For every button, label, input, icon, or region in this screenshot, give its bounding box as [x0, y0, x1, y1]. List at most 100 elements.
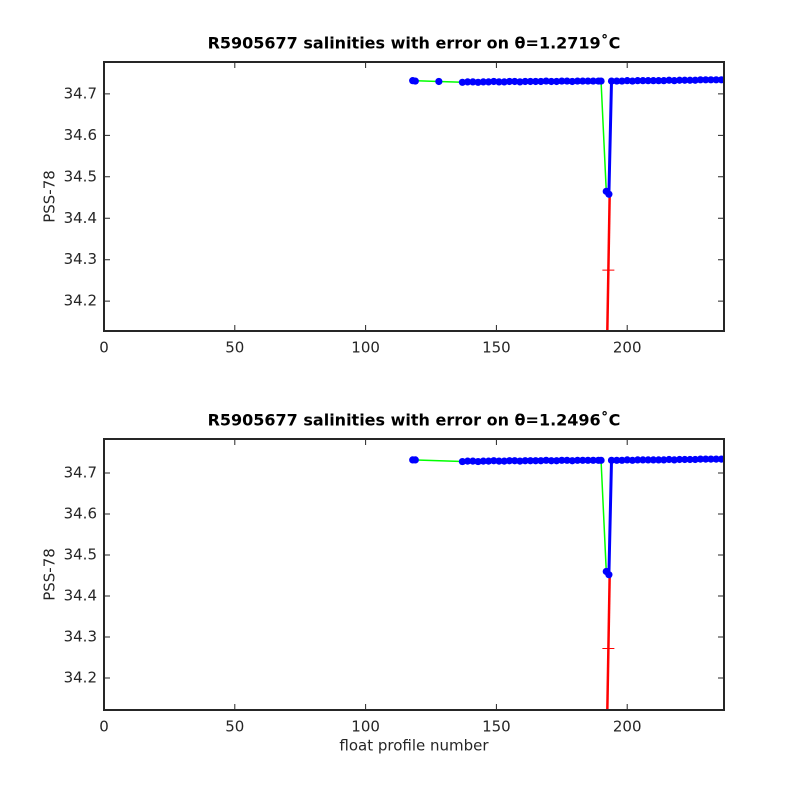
- data-point: [712, 76, 720, 84]
- data-point: [573, 77, 582, 85]
- data-point: [634, 456, 642, 464]
- data-point: [579, 456, 587, 464]
- data-point: [654, 77, 663, 85]
- data-point: [675, 455, 684, 464]
- data-point: [605, 571, 613, 579]
- y-axis-label: PSS-78: [41, 170, 59, 223]
- data-point: [547, 77, 555, 86]
- data-point: [649, 77, 657, 85]
- data-point: [613, 77, 621, 85]
- y-tick-label: 34.3: [64, 250, 97, 268]
- data-point: [521, 457, 529, 465]
- data-point: [542, 77, 550, 85]
- y-tick-label: 34.4: [64, 587, 97, 605]
- data-point: [618, 456, 626, 464]
- data-point: [532, 77, 540, 86]
- data-point: [469, 78, 477, 86]
- data-point: [568, 457, 576, 465]
- data-point: [681, 76, 689, 84]
- y-tick-label: 34.7: [64, 84, 97, 102]
- x-tick-label: 0: [99, 718, 109, 736]
- axes: 0 50 100 150 200 34.2 34.3 34.4 34.5 34.6 34.7 R590…: [41, 411, 725, 755]
- data-point: [505, 457, 514, 465]
- y-tick-label: 34.7: [64, 464, 97, 482]
- x-tick-label: 200: [613, 339, 642, 357]
- data-point: [495, 457, 503, 465]
- x-tick-label: 200: [613, 718, 642, 736]
- data-point: [500, 457, 508, 465]
- data-point: [542, 456, 550, 464]
- data-point: [639, 456, 647, 464]
- data-point: [584, 77, 592, 85]
- data-point: [490, 457, 498, 465]
- data-point: [469, 457, 477, 465]
- data-point: [558, 456, 566, 464]
- plot-area: [409, 455, 724, 710]
- data-point: [702, 455, 710, 463]
- x-tick-label: 150: [482, 718, 511, 736]
- data-point: [505, 77, 514, 86]
- data-point: [479, 78, 487, 86]
- data-point: [579, 77, 587, 85]
- data-point: [563, 456, 571, 464]
- y-tick-label: 34.4: [64, 209, 97, 227]
- y-tick-label: 34.2: [64, 669, 97, 687]
- series-line: [412, 79, 608, 192]
- data-point: [649, 456, 657, 464]
- x-tick-label: 100: [351, 718, 380, 736]
- data-point: [597, 77, 605, 85]
- data-point: [628, 77, 637, 85]
- y-tick-label: 34.5: [64, 546, 97, 564]
- data-point: [490, 77, 498, 86]
- data-point: [526, 457, 535, 465]
- series-line: [606, 574, 611, 710]
- data-point: [474, 78, 482, 86]
- data-point: [623, 77, 631, 85]
- data-point: [464, 457, 472, 465]
- data-point: [628, 456, 637, 464]
- data-point: [660, 77, 668, 85]
- data-point: [500, 78, 508, 86]
- data-point: [495, 78, 503, 86]
- data-point: [474, 457, 482, 466]
- data-point: [681, 455, 689, 464]
- axes-box: [103, 61, 725, 332]
- data-point: [568, 77, 576, 86]
- series-line: [412, 78, 722, 199]
- data-point: [712, 455, 720, 463]
- data-point: [597, 456, 605, 464]
- axes-box: [103, 438, 725, 711]
- series-line: [412, 459, 608, 572]
- data-point: [537, 77, 545, 86]
- data-point: [602, 264, 615, 277]
- data-point: [686, 76, 694, 84]
- x-axis-label: float profile number: [339, 737, 489, 755]
- data-point: [670, 456, 678, 464]
- data-point: [484, 457, 493, 465]
- data-point: [511, 77, 519, 86]
- data-point: [607, 456, 616, 464]
- x-tick-label: 50: [225, 339, 244, 357]
- x-tick-label: 100: [351, 339, 380, 357]
- data-point: [563, 77, 571, 85]
- data-point: [644, 456, 652, 464]
- data-point: [602, 642, 615, 655]
- data-point: [605, 190, 613, 198]
- data-point: [516, 457, 524, 465]
- data-point: [484, 78, 493, 86]
- data-point: [717, 455, 724, 463]
- data-point: [639, 77, 647, 85]
- data-point: [613, 456, 621, 464]
- data-point: [573, 456, 582, 464]
- x-tick-label: 0: [99, 339, 109, 357]
- series-line: [412, 457, 722, 579]
- data-point: [623, 456, 631, 464]
- data-point: [558, 77, 566, 85]
- y-axis-label: PSS-78: [41, 548, 59, 601]
- data-point: [511, 457, 519, 465]
- data-point: [547, 457, 555, 465]
- y-tick-label: 34.5: [64, 167, 97, 185]
- data-point: [458, 457, 466, 466]
- data-point: [552, 77, 561, 86]
